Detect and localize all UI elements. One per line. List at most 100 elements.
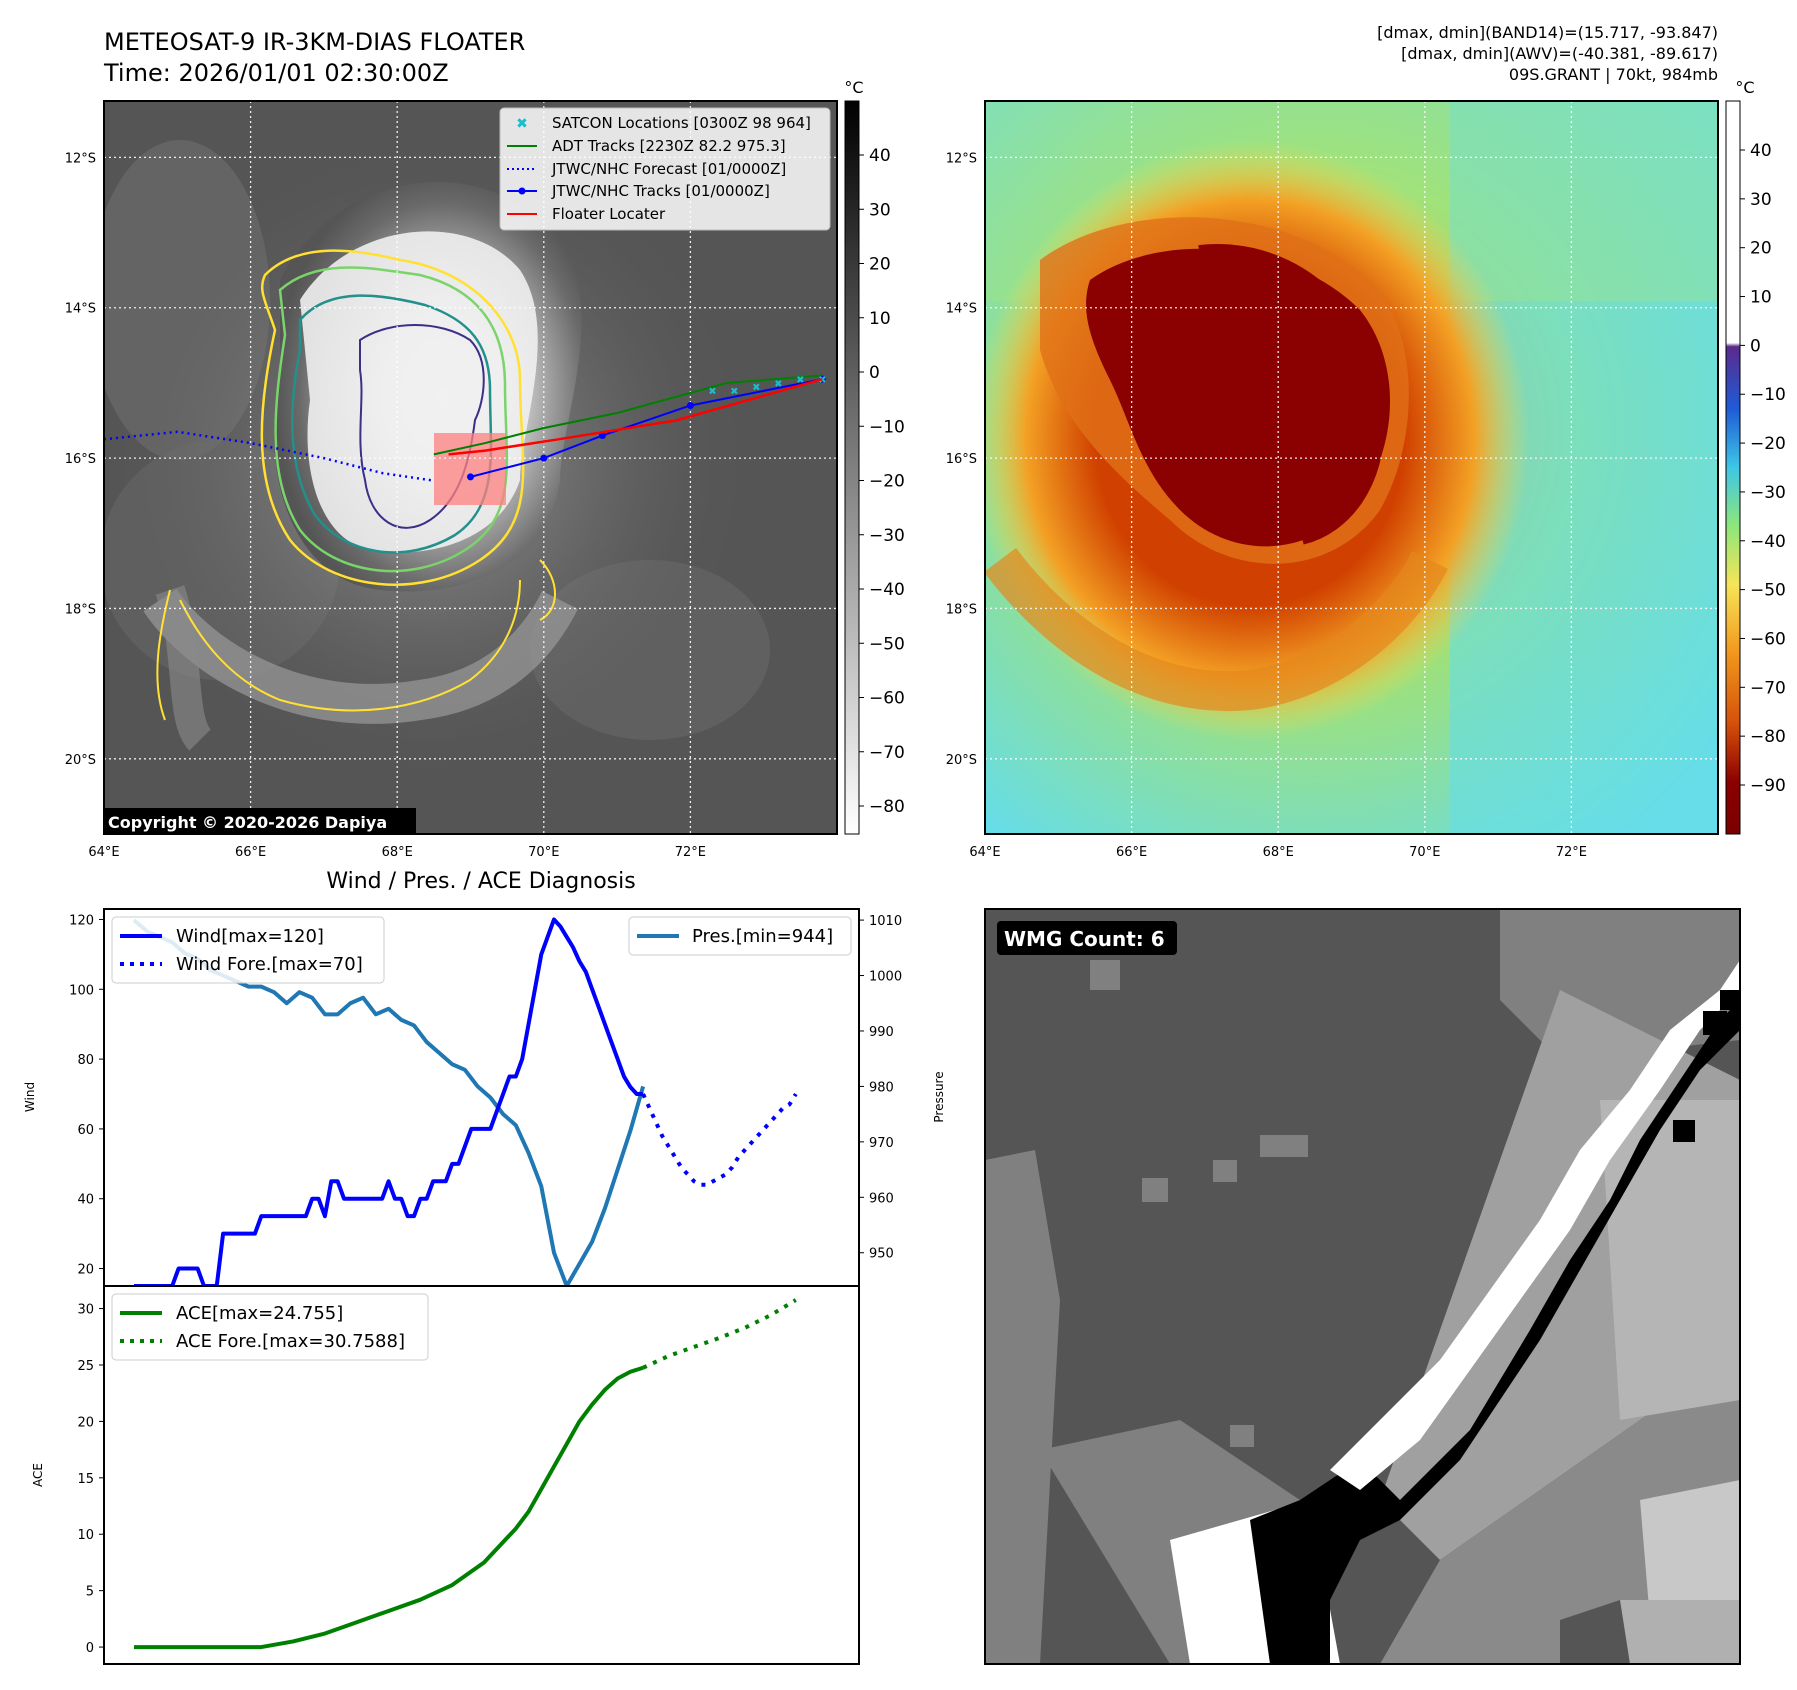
awv-colorbar [1725,100,1741,835]
ir-cbar-tick-label: 30 [869,200,891,220]
info-line-2: [dmax, dmin](AWV)=(-40.381, -89.617) [1401,44,1718,63]
adt-track-line [433,374,823,456]
ir-lat-label: 12°S [65,151,96,166]
wind-tick-label: 100 [69,983,94,998]
ir-lat-label: 18°S [65,602,96,617]
wind-tick-label: 20 [77,1263,94,1278]
tracks-marker-icon [518,187,526,195]
copyright-label: Copyright © 2020-2026 Dapiya [108,813,387,832]
wind-tick-label: 40 [77,1193,94,1208]
ir-lat-label: 16°S [65,452,96,467]
ace-tick-label: 20 [77,1415,94,1430]
info-line-3: 09S.GRANT | 70kt, 984mb [1509,65,1718,84]
ir-cbar-tick-label: −70 [869,743,905,763]
ir-cbar-tick-label: −80 [869,797,905,817]
copyright-box [104,808,416,834]
awv-lon-label: 72°E [1556,845,1587,860]
satcon-point: ✖ [730,386,738,397]
ir-cbar-tick-label: −30 [869,526,905,546]
pressure-tick-label: 1000 [869,970,902,985]
pressure-tick-label: 970 [869,1136,894,1151]
awv-cbar-tick-label: −40 [1750,532,1786,552]
legend-wind: Wind[max=120] [176,926,324,947]
figure-title: METEOSAT-9 IR-3KM-DIAS FLOATER [104,28,525,56]
pressure-tick-label: 980 [869,1080,894,1095]
ir-cbar-tick-label: 10 [869,309,891,329]
legend-floater: Floater Locater [552,205,666,223]
info-line-1: [dmax, dmin](BAND14)=(15.717, -93.847) [1377,23,1718,42]
legend-tracks: JTWC/NHC Tracks [01/0000Z] [551,182,770,200]
awv-cbar-tick-label: 10 [1750,288,1772,308]
awv-cbar-tick-label: −90 [1750,776,1786,796]
legend-adt: ADT Tracks [2230Z 82.2 975.3] [552,137,786,155]
ace-tick-label: 25 [77,1359,94,1374]
awv-lat-label: 18°S [946,602,977,617]
floater-locater-line [448,377,823,456]
ace-tick-label: 30 [77,1303,94,1318]
pressure-tick-label: 990 [869,1025,894,1040]
awv-lat-label: 20°S [946,753,977,768]
satcon-point: ✖ [752,383,760,394]
ir-colorbar-unit: °C [844,78,863,97]
awv-cbar-tick-label: −20 [1750,434,1786,454]
wind-tick-label: 80 [77,1053,94,1068]
floater-locater-box [434,433,506,505]
ir-cbar-tick-label: −20 [869,472,905,492]
awv-cbar-tick-label: −50 [1750,581,1786,601]
satcon-point: ✖ [774,379,782,390]
jtwc-track-point [540,454,548,462]
satcon-point: ✖ [818,375,826,386]
legend-satcon: SATCON Locations [0300Z 98 964] [552,114,811,132]
awv-lat-label: 16°S [946,452,977,467]
awv-colorbar-unit: °C [1735,78,1754,97]
wmg-blocks [985,909,1740,1664]
awv-lon-label: 70°E [1409,845,1440,860]
awv-lat-label: 12°S [946,151,977,166]
ace-line [134,1365,644,1650]
diagnosis-title: Wind / Pres. / ACE Diagnosis [326,869,635,894]
awv-cbar-tick-label: 30 [1750,190,1772,210]
awv-cbar-tick-label: 40 [1750,141,1772,161]
pressure-tick-label: 1010 [869,914,902,929]
ace-tick-label: 15 [77,1472,94,1487]
awv-cbar-tick-label: 20 [1750,239,1772,259]
satcon-point: ✖ [708,386,716,397]
satcon-marker-icon: ✖ [516,116,528,132]
ir-legend: ✖ SATCON Locations [0300Z 98 964] ADT Tr… [499,107,831,231]
ace-tick-label: 5 [86,1585,94,1600]
ir-cbar-tick-label: −60 [869,689,905,709]
awv-cbar-tick-label: −80 [1750,727,1786,747]
ir-satellite-panel: ✖ ✖ ✖ ✖ ✖ ✖ Copyright © 2020-2026 Dapiya ✖ SA… [103,78,905,835]
ir-colorbar [844,100,860,835]
ir-cbar-tick-label: 20 [869,255,891,275]
ir-cbar-tick-label: −10 [869,417,905,437]
legend-wind-fore: Wind Fore.[max=70] [176,954,363,975]
wind-tick-label: 60 [77,1123,94,1138]
ir-cbar-tick-label: −40 [869,580,905,600]
wmg-count-box [997,921,1177,955]
jtwc-track-point [467,473,474,481]
wmg-count-label: WMG Count: 6 [1004,927,1165,951]
jtwc-track-point [686,401,694,409]
legend-ace: ACE[max=24.755] [176,1303,343,1324]
ir-lon-label: 68°E [382,845,413,860]
ir-panel-frame [103,100,838,835]
ir-lon-label: 70°E [528,845,559,860]
awv-cbar-tick-label: −60 [1750,629,1786,649]
wind-pressure-chart: 20 40 60 80 100 120 950 960 970 980 990 1000 1010 W… [23,908,946,1287]
awv-cbar-tick-label: −10 [1750,385,1786,405]
wind-forecast-line [641,1092,798,1187]
awv-lon-label: 66°E [1116,845,1147,860]
legend-pressure: Pres.[min=944] [692,926,833,947]
ace-axis-label: ACE [31,1463,45,1487]
awv-panel-frame [984,100,1719,835]
ir-lon-label: 66°E [235,845,266,860]
pressure-tick-label: 950 [869,1247,894,1262]
wmg-panel: WMG Count: 6 [984,908,1741,1665]
awv-lon-label: 64°E [969,845,1000,860]
awv-satellite-panel: °C 40 30 20 10 0 −10 −20 −30 −40 −50 −60 −70 −80 −90 [984,78,1786,835]
ace-legend: ACE[max=24.755] ACE Fore.[max=30.7588] [111,1293,429,1361]
ir-lat-label: 14°S [65,302,96,317]
pressure-legend: Pres.[min=944] [628,916,852,956]
